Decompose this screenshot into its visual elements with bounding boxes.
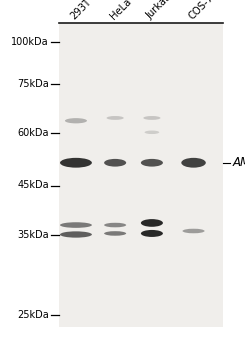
Text: COS-7: COS-7: [186, 0, 215, 21]
Ellipse shape: [143, 116, 160, 120]
Ellipse shape: [183, 229, 205, 233]
Ellipse shape: [145, 131, 159, 134]
Ellipse shape: [65, 118, 87, 124]
Ellipse shape: [60, 222, 92, 228]
Ellipse shape: [107, 116, 124, 120]
Text: 45kDa: 45kDa: [17, 181, 49, 190]
Text: Jurkat: Jurkat: [145, 0, 172, 21]
Ellipse shape: [104, 223, 126, 228]
Text: 60kDa: 60kDa: [17, 128, 49, 138]
Ellipse shape: [141, 219, 163, 227]
Ellipse shape: [104, 159, 126, 167]
Text: HeLa: HeLa: [108, 0, 133, 21]
Text: 35kDa: 35kDa: [17, 230, 49, 239]
Text: 100kDa: 100kDa: [11, 37, 49, 47]
Text: 25kDa: 25kDa: [17, 310, 49, 320]
Ellipse shape: [60, 158, 92, 168]
Bar: [59, 23, 223, 327]
Ellipse shape: [141, 230, 163, 237]
Ellipse shape: [60, 231, 92, 238]
Text: 293T: 293T: [69, 0, 94, 21]
Ellipse shape: [141, 159, 163, 167]
Ellipse shape: [181, 158, 206, 168]
Text: 75kDa: 75kDa: [17, 79, 49, 89]
Text: AMSH: AMSH: [233, 156, 245, 169]
Ellipse shape: [104, 231, 126, 236]
